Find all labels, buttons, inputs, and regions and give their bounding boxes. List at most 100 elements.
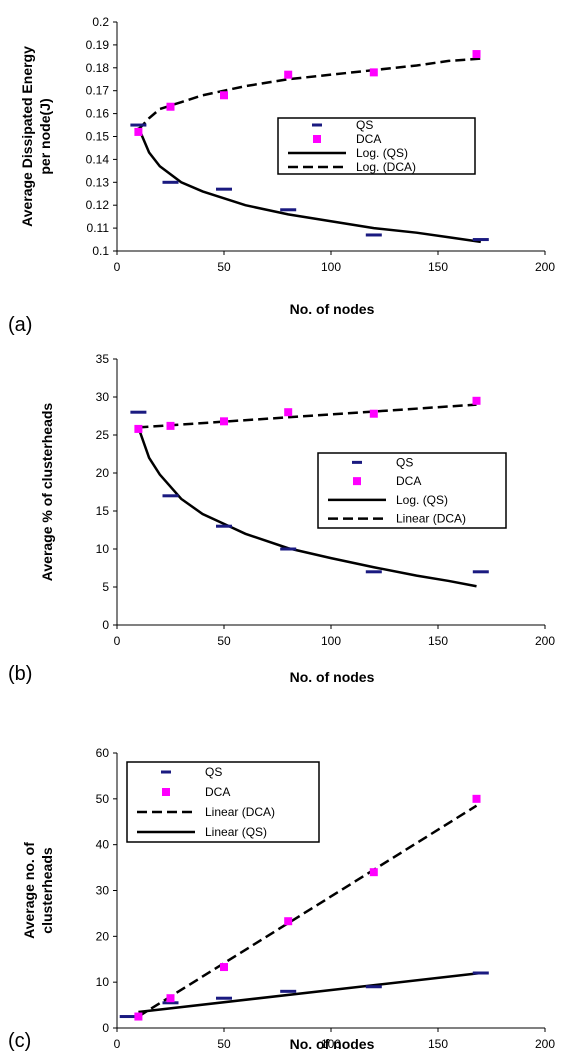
x-tick-label: 0 bbox=[114, 634, 121, 648]
y-axis-title: Average no. of bbox=[21, 842, 37, 939]
legend-swatch bbox=[352, 460, 362, 464]
data-point-qs bbox=[472, 238, 489, 242]
data-point-dca bbox=[166, 994, 175, 1003]
legend-label: DCA bbox=[356, 132, 381, 146]
data-point-qs bbox=[130, 123, 147, 127]
legend-swatch bbox=[312, 123, 322, 127]
y-tick-label: 30 bbox=[96, 390, 110, 404]
y-tick-label: 0.19 bbox=[86, 38, 110, 52]
legend-label: Linear (DCA) bbox=[205, 805, 275, 819]
x-tick-label: 150 bbox=[428, 260, 448, 274]
data-point-dca bbox=[369, 409, 378, 418]
y-tick-label: 0 bbox=[102, 618, 109, 632]
data-point-qs bbox=[162, 1001, 179, 1005]
y-tick-label: 35 bbox=[96, 352, 110, 366]
y-tick-label: 0.14 bbox=[86, 152, 110, 166]
legend-label: Log. (DCA) bbox=[356, 160, 416, 174]
data-point-dca bbox=[134, 1012, 143, 1021]
legend-box bbox=[126, 761, 320, 843]
data-point-qs bbox=[216, 187, 232, 191]
y-axis-title: per node(J) bbox=[37, 98, 53, 174]
data-point-qs bbox=[162, 494, 179, 498]
y-tick-label: 0.16 bbox=[86, 107, 110, 121]
data-point-qs bbox=[365, 570, 382, 574]
series-line bbox=[137, 126, 481, 244]
series-line bbox=[137, 426, 477, 588]
y-tick-label: 0.17 bbox=[86, 84, 110, 98]
legend-label: Linear (QS) bbox=[205, 825, 267, 839]
legend-label: QS bbox=[205, 765, 222, 779]
series-line bbox=[138, 403, 477, 429]
y-tick-label: 0.2 bbox=[92, 15, 109, 29]
data-point-dca bbox=[220, 963, 228, 972]
y-tick-label: 0.15 bbox=[86, 130, 110, 144]
legend-label: QS bbox=[396, 455, 413, 469]
y-tick-label: 0.18 bbox=[86, 61, 110, 75]
data-point-dca bbox=[284, 70, 293, 79]
panel-label: (c) bbox=[8, 1030, 31, 1052]
legend-swatch bbox=[353, 477, 361, 486]
legend-label: Log. (QS) bbox=[396, 493, 448, 507]
data-point-qs bbox=[365, 233, 382, 237]
x-axis-title: No. of nodes bbox=[290, 1036, 375, 1052]
data-point-qs bbox=[365, 985, 382, 989]
series-line bbox=[137, 57, 481, 131]
y-tick-label: 40 bbox=[96, 838, 110, 852]
x-tick-label: 150 bbox=[428, 1037, 448, 1051]
data-point-dca bbox=[369, 68, 378, 77]
data-point-dca bbox=[284, 408, 293, 417]
y-axis-title: Average % of clusterheads bbox=[39, 403, 55, 582]
series-line bbox=[137, 804, 478, 1018]
data-point-qs bbox=[130, 410, 147, 414]
y-tick-label: 0 bbox=[102, 1021, 109, 1035]
y-tick-label: 50 bbox=[96, 792, 110, 806]
x-tick-label: 0 bbox=[114, 1037, 121, 1051]
legend-label: DCA bbox=[396, 474, 421, 488]
data-point-qs bbox=[119, 1015, 136, 1019]
x-axis-title: No. of nodes bbox=[290, 669, 375, 685]
y-tick-label: 20 bbox=[96, 466, 110, 480]
data-point-dca bbox=[134, 424, 143, 433]
data-point-dca bbox=[472, 396, 481, 405]
legend-label: DCA bbox=[205, 785, 230, 799]
legend-label: QS bbox=[356, 118, 373, 132]
legend-swatch bbox=[162, 788, 170, 796]
x-tick-label: 50 bbox=[217, 1037, 231, 1051]
y-tick-label: 5 bbox=[102, 580, 109, 594]
data-point-dca bbox=[472, 794, 481, 803]
y-axis-title: Average Dissipated Energy bbox=[19, 46, 35, 227]
y-axis-title: clusterheads bbox=[39, 847, 55, 934]
legend-swatch bbox=[161, 770, 171, 774]
y-tick-label: 10 bbox=[96, 542, 110, 556]
y-tick-label: 15 bbox=[96, 504, 110, 518]
x-tick-label: 50 bbox=[217, 260, 231, 274]
legend-box bbox=[277, 117, 476, 175]
legend-swatch bbox=[313, 135, 321, 143]
x-axis-title: No. of nodes bbox=[290, 301, 375, 317]
y-tick-label: 25 bbox=[96, 428, 110, 442]
legend-box bbox=[317, 452, 507, 529]
x-tick-label: 200 bbox=[535, 634, 555, 648]
data-point-qs bbox=[280, 547, 297, 551]
data-point-qs bbox=[216, 996, 232, 1000]
y-tick-label: 10 bbox=[96, 975, 110, 989]
chart-b: 0 5 10 15 20 25 30 35 0 50 100 150 200 No. of nodes Av… bbox=[8, 352, 555, 685]
data-point-qs bbox=[472, 570, 489, 574]
data-point-qs bbox=[280, 208, 297, 212]
x-tick-label: 100 bbox=[321, 1037, 341, 1051]
x-tick-label: 50 bbox=[217, 634, 231, 648]
data-point-dca bbox=[166, 421, 175, 430]
data-point-qs bbox=[472, 971, 489, 975]
data-point-dca bbox=[220, 417, 228, 426]
data-point-dca bbox=[369, 868, 378, 877]
x-tick-label: 0 bbox=[114, 260, 121, 274]
chart-panel-b: 0 5 10 15 20 25 30 35 0 50 100 150 200 No. of nodes Av… bbox=[0, 345, 565, 700]
data-point-dca bbox=[220, 91, 228, 100]
y-tick-label: 0.12 bbox=[86, 198, 110, 212]
data-point-dca bbox=[166, 102, 175, 111]
chart-a: 0.1 0.11 0.12 0.13 0.14 0.15 0.16 0.17 0.18 0.19 0… bbox=[8, 15, 555, 336]
x-tick-label: 150 bbox=[428, 634, 448, 648]
y-tick-label: 0.13 bbox=[86, 175, 110, 189]
data-point-dca bbox=[284, 917, 293, 926]
legend-label: Log. (QS) bbox=[356, 146, 408, 160]
